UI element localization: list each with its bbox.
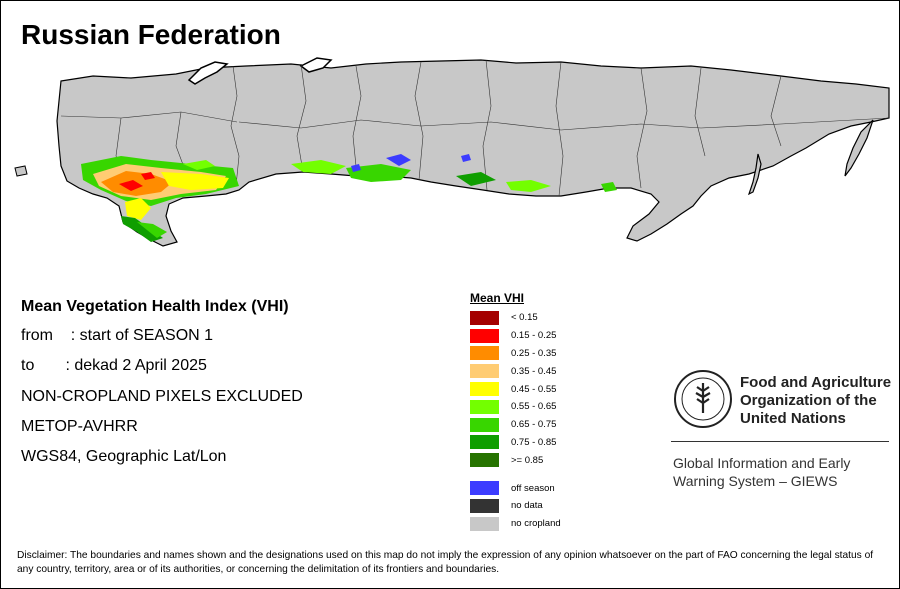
fao-name: Food and Agriculture Organization of the… (740, 374, 892, 427)
map-title: Russian Federation (21, 19, 281, 50)
kamchatka (844, 119, 874, 177)
legend-swatch (470, 310, 499, 325)
legend-swatch (470, 364, 499, 379)
index-title: Mean Vegetation Health Index (VHI) (21, 298, 289, 315)
legend-swatch (470, 417, 499, 432)
legend-swatch (470, 346, 499, 361)
legend-label: 0.45 - 0.55 (511, 383, 557, 395)
legend-label: no data (511, 500, 543, 512)
legend-item: 0.75 - 0.85 (470, 434, 561, 452)
legend-item: off season (470, 479, 561, 497)
fao-logo-icon (674, 370, 732, 428)
arctic-island (299, 57, 333, 73)
period-to: to : dekad 2 April 2025 (21, 357, 207, 374)
projection-label: WGS84, Geographic Lat/Lon (21, 448, 227, 465)
legend-swatch (470, 453, 499, 468)
map-legend: Mean VHI < 0.15 0.15 - 0.25 0.25 - 0.35 0.3… (470, 291, 561, 533)
legend-label: 0.65 - 0.75 (511, 419, 557, 431)
legend-label: 0.25 - 0.35 (511, 347, 557, 359)
exclusion-note: NON-CROPLAND PIXELS EXCLUDED (21, 388, 303, 405)
giews-label: Global Information and Early Warning Sys… (673, 455, 851, 489)
legend-label: 0.15 - 0.25 (511, 330, 557, 342)
period-from: from : start of SEASON 1 (21, 327, 214, 344)
legend-swatch (470, 481, 499, 496)
legend-item: 0.35 - 0.45 (470, 362, 561, 380)
legend-item: 0.15 - 0.25 (470, 327, 561, 345)
disclaimer: Disclaimer: The boundaries and names sho… (17, 550, 874, 575)
legend-swatch (470, 435, 499, 450)
legend-swatch (470, 399, 499, 414)
russia-landmass (56, 59, 890, 247)
legend-item: no data (470, 497, 561, 515)
legend-label: 0.35 - 0.45 (511, 365, 557, 377)
legend-extra-classes: off season no data no cropland (470, 479, 561, 532)
divider (671, 441, 889, 442)
legend-item: 0.55 - 0.65 (470, 398, 561, 416)
kaliningrad (14, 165, 28, 177)
legend-swatch (470, 498, 499, 513)
sensor-label: METOP-AVHRR (21, 418, 138, 435)
legend-swatch (470, 328, 499, 343)
legend-item: < 0.15 (470, 309, 561, 327)
legend-classes: < 0.15 0.15 - 0.25 0.25 - 0.35 0.35 - 0.45 0… (470, 309, 561, 469)
legend-swatch (470, 382, 499, 397)
legend-label: >= 0.85 (511, 454, 544, 466)
legend-label: off season (511, 482, 555, 494)
legend-label: 0.55 - 0.65 (511, 401, 557, 413)
vhi-cropland-pixels (81, 154, 617, 242)
legend-item: 0.65 - 0.75 (470, 416, 561, 434)
sakhalin (747, 153, 762, 196)
novaya-zemlya (187, 61, 229, 85)
legend-label: no cropland (511, 518, 561, 530)
legend-item: 0.25 - 0.35 (470, 345, 561, 363)
legend-label: 0.75 - 0.85 (511, 436, 557, 448)
legend-item: 0.45 - 0.55 (470, 380, 561, 398)
legend-item: no cropland (470, 515, 561, 533)
legend-item: >= 0.85 (470, 451, 561, 469)
legend-swatch (470, 516, 499, 531)
legend-title: Mean VHI (470, 291, 525, 305)
country-map (14, 57, 890, 247)
legend-label: < 0.15 (511, 312, 538, 324)
